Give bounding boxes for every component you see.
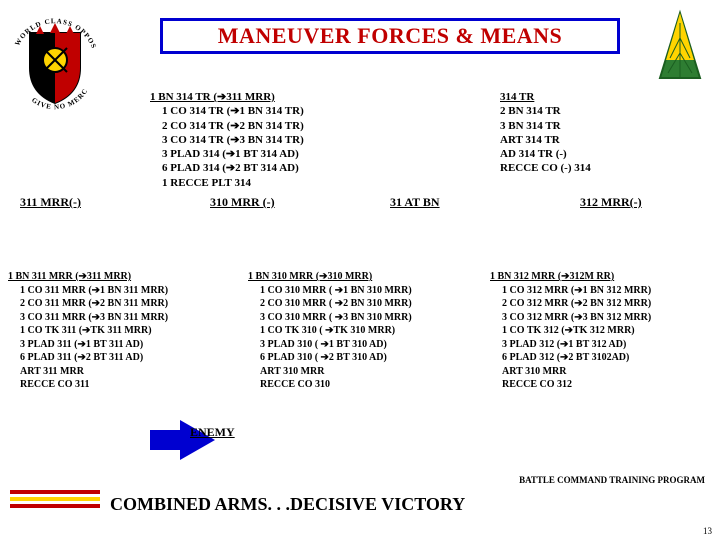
hdr-310: 310 MRR (-) (210, 195, 275, 210)
line: 2 CO 312 MRR (➔2 BN 312 MRR) (490, 297, 710, 311)
line: 3 PLAD 312 (➔1 BT 312 AD) (490, 338, 710, 352)
line: ART 311 MRR (8, 365, 228, 379)
line: 3 CO 310 MRR ( ➔3 BN 310 MRR) (248, 311, 468, 325)
line: 3 PLAD 310 ( ➔1 BT 310 AD) (248, 338, 468, 352)
line: RECCE CO 312 (490, 378, 710, 392)
line: 1 BN 310 MRR (➔310 MRR) (248, 270, 468, 284)
line: 3 CO 312 MRR (➔3 BN 312 MRR) (490, 311, 710, 325)
line: 3 BN 314 TR (500, 119, 591, 133)
line: 1 BN 311 MRR (➔311 MRR) (8, 270, 228, 284)
col-310: 1 BN 310 MRR (➔310 MRR) 1 CO 310 MRR ( ➔… (248, 270, 468, 392)
line: AD 314 TR (-) (500, 147, 591, 161)
col-312: 1 BN 312 MRR (➔312M RR) 1 CO 312 MRR (➔1… (490, 270, 710, 392)
page-title: MANEUVER FORCES & MEANS (218, 23, 563, 49)
line: 1 CO 310 MRR ( ➔1 BN 310 MRR) (248, 284, 468, 298)
line: RECCE CO 311 (8, 378, 228, 392)
line: 1 BN 314 TR (➔311 MRR) (150, 90, 304, 104)
hdr-312: 312 MRR(-) (580, 195, 642, 210)
line: RECCE CO (-) 314 (500, 161, 591, 175)
bottom-color-bars (10, 490, 100, 515)
unit-shield-emblem: WORLD CLASS OPPOSING FORCE GIVE NO MERCY (10, 8, 100, 123)
line: 314 TR (500, 90, 591, 104)
line: 1 CO 311 MRR (➔1 BN 311 MRR) (8, 284, 228, 298)
line: 3 PLAD 314 (➔1 BT 314 AD) (150, 147, 304, 161)
block-314tr: 1 BN 314 TR (➔311 MRR) 1 CO 314 TR (➔1 B… (150, 90, 304, 190)
line: 2 CO 314 TR (➔2 BN 314 TR) (150, 119, 304, 133)
col-311: 1 BN 311 MRR (➔311 MRR) 1 CO 311 MRR (➔1… (8, 270, 228, 392)
block-314tr-right: 314 TR 2 BN 314 TR 3 BN 314 TR ART 314 T… (500, 90, 591, 176)
line: 3 CO 311 MRR (➔3 BN 311 MRR) (8, 311, 228, 325)
line: 1 CO TK 311 (➔TK 311 MRR) (8, 324, 228, 338)
line: RECCE CO 310 (248, 378, 468, 392)
line: 3 CO 314 TR (➔3 BN 314 TR) (150, 133, 304, 147)
enemy-label: ENEMY (190, 425, 235, 440)
title-box: MANEUVER FORCES & MEANS (160, 18, 620, 54)
line: 6 PLAD 312 (➔2 BT 3102AD) (490, 351, 710, 365)
hdr-31at: 31 AT BN (390, 195, 440, 210)
line: 1 CO TK 310 ( ➔TK 310 MRR) (248, 324, 468, 338)
line: 2 CO 310 MRR ( ➔2 BN 310 MRR) (248, 297, 468, 311)
slogan: COMBINED ARMS. . .DECISIVE VICTORY (110, 494, 465, 515)
line: 6 PLAD 311 (➔2 BT 311 AD) (8, 351, 228, 365)
line: 1 CO TK 312 (➔TK 312 MRR) (490, 324, 710, 338)
line: 6 PLAD 310 ( ➔2 BT 310 AD) (248, 351, 468, 365)
line: ART 314 TR (500, 133, 591, 147)
line: 3 PLAD 311 (➔1 BT 311 AD) (8, 338, 228, 352)
page-number: 13 (703, 526, 712, 536)
line: ART 310 MRR (490, 365, 710, 379)
line: 1 CO 314 TR (➔1 BN 314 TR) (150, 104, 304, 118)
line: 2 CO 311 MRR (➔2 BN 311 MRR) (8, 297, 228, 311)
line: 1 CO 312 MRR (➔1 BN 312 MRR) (490, 284, 710, 298)
bctp-label: BATTLE COMMAND TRAINING PROGRAM (519, 475, 705, 485)
line: 1 RECCE PLT 314 (150, 176, 304, 190)
line: 6 PLAD 314 (➔2 BT 314 AD) (150, 161, 304, 175)
tree-emblem (650, 8, 710, 93)
hdr-311: 311 MRR(-) (20, 195, 81, 210)
line: 2 BN 314 TR (500, 104, 591, 118)
line: ART 310 MRR (248, 365, 468, 379)
line: 1 BN 312 MRR (➔312M RR) (490, 270, 710, 284)
